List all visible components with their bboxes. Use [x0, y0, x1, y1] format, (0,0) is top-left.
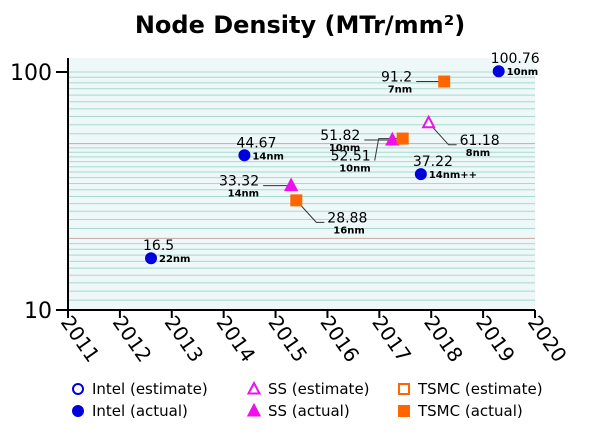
- data-point-ss: [385, 131, 400, 146]
- node-label: 10nm: [339, 164, 370, 175]
- x-tick-label: 2018: [419, 311, 468, 366]
- value-label: 61.18: [460, 133, 500, 149]
- value-label: 52.51: [331, 149, 371, 165]
- legend-label: Intel (estimate): [92, 380, 208, 398]
- chart-title: Node Density (MTr/mm²): [135, 11, 465, 39]
- data-markers: [145, 65, 505, 265]
- value-label: 44.67: [236, 135, 276, 151]
- callout-line: [428, 122, 457, 146]
- node-label: 8nm: [466, 148, 491, 159]
- x-tick-label: 2012: [108, 311, 157, 366]
- x-tick-labels: 2011 2012 2013 2014 2015 2016 2017 2018 2019 2020: [56, 311, 572, 366]
- legend-marker: [72, 405, 84, 417]
- x-tick-label: 2015: [263, 311, 312, 366]
- legend-marker: [398, 405, 410, 417]
- y-tick-label: 100: [10, 61, 52, 86]
- node-label: 22nm: [159, 254, 190, 265]
- axes: [56, 58, 536, 318]
- data-point-ss: [283, 177, 299, 192]
- data-point-intel: [145, 252, 158, 265]
- node-label: 14nm++: [429, 170, 477, 181]
- node-label: 10nm: [507, 67, 538, 78]
- x-tick-label: 2016: [315, 311, 364, 366]
- data-point-ss: [421, 114, 436, 129]
- data-point-intel: [238, 149, 251, 162]
- data-point-tsmc: [290, 194, 303, 207]
- node-label: 10nm: [329, 143, 360, 154]
- data-point-intel: [414, 168, 427, 181]
- x-tick-label: 2020: [523, 311, 572, 366]
- callout-line: [295, 200, 325, 223]
- x-tick-label: 2019: [471, 311, 520, 366]
- node-label: 7nm: [388, 85, 413, 96]
- value-label: 37.22: [413, 154, 453, 170]
- value-label: 16.5: [143, 238, 174, 254]
- legend-label: Intel (actual): [92, 402, 188, 420]
- value-label: 91.2: [381, 70, 412, 86]
- legend-marker: [398, 383, 410, 395]
- value-label: 33.32: [219, 174, 259, 190]
- x-tick-label: 2017: [367, 311, 416, 366]
- node-label: 14nm: [252, 151, 283, 162]
- legend-label: TSMC (actual): [417, 402, 523, 420]
- data-point-tsmc: [438, 75, 451, 88]
- legend-marker: [246, 380, 262, 395]
- x-tick-label: 2011: [56, 311, 105, 366]
- data-point-intel: [492, 65, 505, 78]
- value-label: 51.82: [320, 128, 360, 144]
- value-label: 100.76: [491, 51, 540, 67]
- legend-label: SS (estimate): [268, 380, 370, 398]
- value-label: 28.88: [327, 210, 367, 226]
- node-label: 14nm: [228, 189, 259, 200]
- legend-label: TSMC (estimate): [417, 380, 543, 398]
- legend-marker: [246, 402, 262, 417]
- callout-lines: [263, 81, 457, 223]
- data-labels: 16.522nm44.6714nm33.3214nm28.8816nm51.82…: [143, 51, 540, 265]
- legend-marker: [72, 383, 84, 395]
- y-tick-label: 10: [24, 299, 52, 324]
- y-tick-labels: 10 100: [10, 61, 52, 324]
- data-point-tsmc: [396, 132, 409, 145]
- legend: Intel (estimate) Intel (actual) SS (estima…: [72, 380, 543, 420]
- x-tick-label: 2014: [212, 311, 261, 366]
- x-tick-label: 2013: [160, 311, 209, 366]
- legend-label: SS (actual): [268, 402, 350, 420]
- node-label: 16nm: [333, 225, 364, 236]
